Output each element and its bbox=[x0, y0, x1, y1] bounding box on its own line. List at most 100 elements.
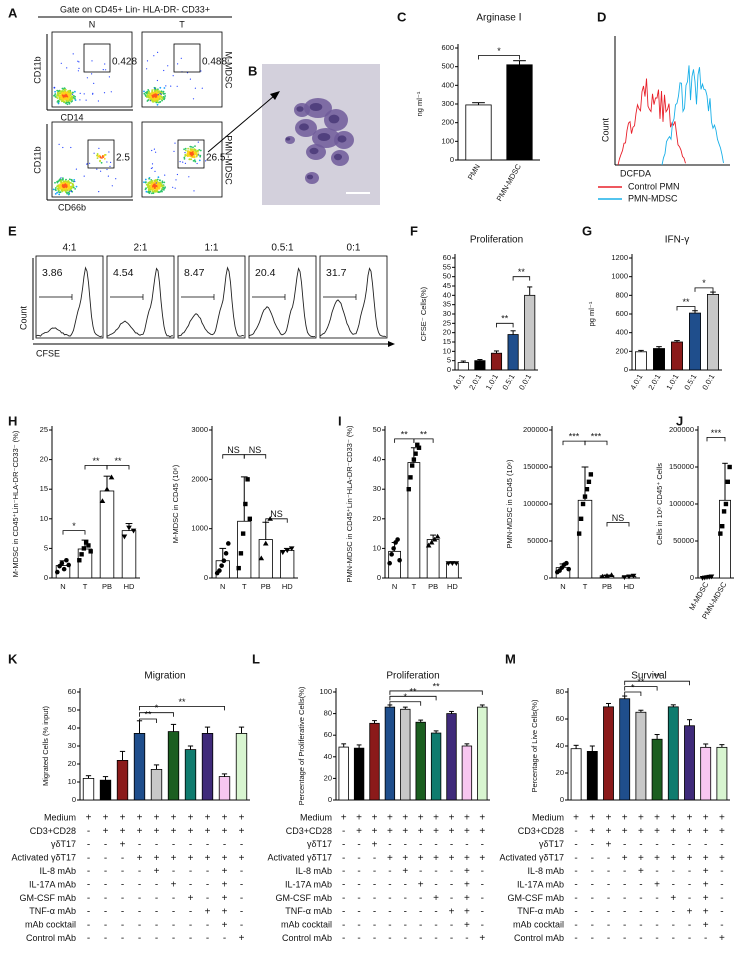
x-tick-label: 1.0:1 bbox=[664, 372, 680, 391]
condition-mark: - bbox=[342, 893, 345, 904]
significance-label: * bbox=[155, 703, 159, 713]
bar bbox=[570, 748, 582, 801]
event-dot bbox=[160, 98, 163, 101]
condition-mark: - bbox=[172, 920, 175, 931]
cell-nucleus bbox=[299, 123, 309, 131]
event-dot bbox=[63, 88, 66, 91]
bar bbox=[407, 462, 421, 579]
condition-mark: - bbox=[672, 880, 675, 891]
event-dot bbox=[164, 186, 167, 189]
condition-mark: - bbox=[121, 853, 124, 864]
condition-mark: - bbox=[607, 906, 610, 917]
x-tick-label: T bbox=[242, 582, 247, 591]
event-dot bbox=[92, 93, 94, 95]
event-dot bbox=[64, 189, 66, 192]
y-tick-label: 1000 bbox=[611, 272, 628, 281]
bar bbox=[369, 722, 380, 801]
gate-percent: 3.86 bbox=[42, 267, 63, 279]
event-dot bbox=[174, 187, 176, 189]
y-tick-label: 0 bbox=[690, 573, 694, 582]
condition-mark: - bbox=[206, 880, 209, 891]
condition-mark: + bbox=[654, 853, 660, 864]
event-dot bbox=[184, 149, 187, 152]
event-dot bbox=[194, 160, 197, 163]
event-dot bbox=[162, 93, 165, 95]
event-dot bbox=[162, 90, 165, 93]
condition-mark: - bbox=[450, 920, 453, 931]
condition-mark: + bbox=[703, 893, 709, 904]
event-dot bbox=[148, 182, 151, 185]
bar bbox=[700, 746, 712, 801]
data-point bbox=[99, 498, 106, 504]
event-dot bbox=[152, 91, 155, 94]
data-point bbox=[126, 525, 132, 531]
condition-mark: - bbox=[591, 933, 594, 944]
cell-nucleus bbox=[285, 137, 291, 141]
data-point bbox=[88, 549, 93, 554]
condition-mark: - bbox=[574, 866, 577, 877]
condition-mark: - bbox=[655, 839, 658, 850]
condition-mark: - bbox=[419, 893, 422, 904]
condition-mark: + bbox=[222, 893, 228, 904]
condition-mark: - bbox=[388, 933, 391, 944]
cell-nucleus bbox=[296, 106, 304, 112]
event-dot bbox=[150, 167, 152, 169]
condition-mark: - bbox=[574, 880, 577, 891]
y-tick-label: 20 bbox=[373, 514, 381, 523]
significance-label: * bbox=[72, 521, 76, 531]
event-dot bbox=[53, 86, 56, 89]
event-dot bbox=[161, 181, 164, 184]
event-dot bbox=[98, 154, 101, 157]
condition-label: γδT17 bbox=[51, 839, 76, 849]
y-axis-label: PMN-MDSC in CD45⁺Lin⁻HLA-DR⁻CD33⁻ (%) bbox=[345, 425, 354, 583]
event-dot bbox=[53, 94, 56, 97]
chart-title: Arginase Ⅰ bbox=[476, 13, 521, 24]
condition-mark: + bbox=[222, 866, 228, 877]
significance-bracket bbox=[706, 437, 726, 442]
histogram-line bbox=[319, 267, 387, 338]
condition-mark: - bbox=[672, 920, 675, 931]
condition-mark: - bbox=[342, 880, 345, 891]
condition-mark: + bbox=[239, 933, 245, 944]
significance-label: ** bbox=[682, 297, 690, 307]
condition-mark: - bbox=[607, 880, 610, 891]
condition-mark: - bbox=[87, 853, 90, 864]
condition-mark: - bbox=[87, 906, 90, 917]
significance-label: *** bbox=[711, 428, 722, 438]
event-dot bbox=[174, 142, 176, 144]
bar bbox=[446, 713, 457, 801]
condition-mark: + bbox=[171, 853, 177, 864]
event-dot bbox=[143, 90, 145, 93]
condition-mark: - bbox=[342, 933, 345, 944]
event-dot bbox=[57, 180, 60, 183]
event-dot bbox=[190, 153, 193, 156]
condition-mark: - bbox=[688, 839, 691, 850]
event-dot bbox=[148, 92, 151, 95]
condition-mark: - bbox=[404, 893, 407, 904]
condition-mark: - bbox=[206, 933, 209, 944]
condition-mark: + bbox=[120, 826, 126, 837]
condition-mark: - bbox=[342, 839, 345, 850]
event-dot bbox=[147, 99, 150, 101]
condition-mark: - bbox=[172, 933, 175, 944]
y-tick-label: 400 bbox=[441, 80, 454, 89]
condition-mark: + bbox=[449, 813, 455, 824]
condition-mark: + bbox=[205, 826, 211, 837]
condition-mark: - bbox=[342, 826, 345, 837]
condition-mark: - bbox=[342, 906, 345, 917]
significance-bracket bbox=[624, 686, 658, 691]
y-tick-label: 20 bbox=[443, 328, 451, 337]
condition-mark: + bbox=[222, 853, 228, 864]
event-dot bbox=[66, 181, 69, 183]
condition-mark: + bbox=[402, 853, 408, 864]
gate-percent: 26.5 bbox=[206, 153, 226, 164]
ratio-label: 4:1 bbox=[63, 243, 77, 254]
y-tick-label: 40 bbox=[373, 455, 381, 464]
event-dot bbox=[158, 179, 161, 182]
x-tick-label: PMN bbox=[466, 162, 482, 181]
event-dot bbox=[100, 170, 102, 172]
condition-label: Control mAb bbox=[282, 933, 332, 943]
condition-mark: - bbox=[404, 880, 407, 891]
condition-mark: - bbox=[720, 906, 723, 917]
histogram-line bbox=[177, 266, 245, 337]
